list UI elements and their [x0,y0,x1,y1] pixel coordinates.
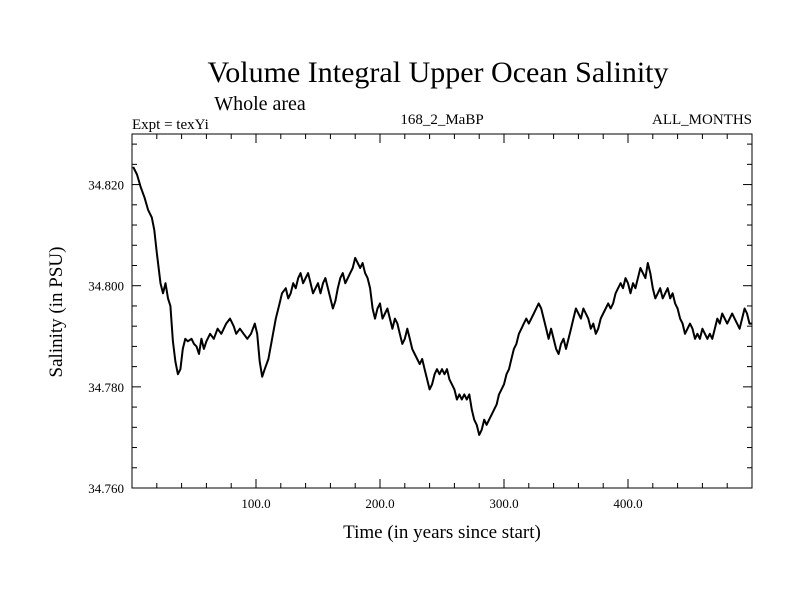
y-tick-label: 34.760 [88,481,124,496]
x-axis-label: Time (in years since start) [343,522,541,543]
chart-subtitle: Whole area [214,93,306,115]
x-tick-label: 300.0 [489,496,518,511]
y-axis-label: Salinity (in PSU) [46,247,67,378]
run-label: 168_2_MaBP [400,112,483,128]
axis-tick-labels: 100.0 200.0 300.0 400.0 34.760 34.780 34.800 34… [88,178,642,511]
salinity-series-line [132,166,752,436]
x-tick-label: 200.0 [365,496,394,511]
y-tick-label: 34.820 [88,178,124,193]
months-label: ALL_MONTHS [652,112,752,128]
axis-ticks [132,134,752,488]
experiment-label: Expt = texYi [132,117,209,133]
y-tick-label: 34.800 [88,279,124,294]
plot-frame [131,133,753,489]
y-tick-label: 34.780 [88,380,124,395]
x-tick-label: 100.0 [241,496,270,511]
chart-title: Volume Integral Upper Ocean Salinity [208,56,669,89]
x-tick-label: 400.0 [613,496,642,511]
